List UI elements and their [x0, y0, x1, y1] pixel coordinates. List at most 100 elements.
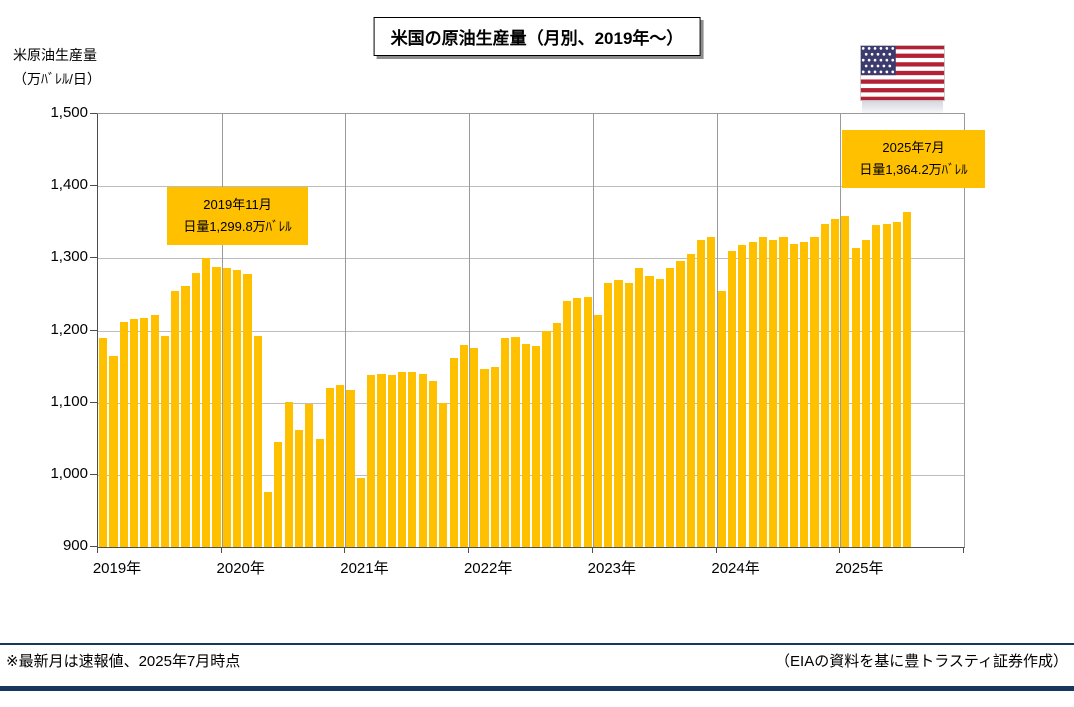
flag-reflection [862, 101, 943, 116]
bar [666, 268, 675, 547]
x-tick-mark [839, 548, 841, 553]
bar [707, 236, 716, 547]
x-tick-label: 2019年 [92, 560, 142, 577]
bar [593, 315, 603, 547]
bar [562, 300, 572, 547]
bar [459, 344, 469, 547]
footnote-right: （EIAの資料を基に豊トラスティ証券作成） [775, 653, 1068, 670]
bar [367, 375, 376, 547]
bar [645, 275, 654, 547]
bar [511, 337, 520, 547]
bar [129, 318, 139, 547]
x-tick-mark [963, 548, 964, 553]
y-axis-title-line2: （万ﾊﾞﾚﾙ/日） [13, 70, 101, 87]
bar [583, 296, 592, 547]
plot-area [97, 113, 965, 548]
bar [284, 401, 293, 547]
bar [717, 290, 726, 547]
y-axis-title: 米原油生産量 （万ﾊﾞﾚﾙ/日） [13, 44, 101, 92]
footnote-left: ※最新月は速報値、2025年7月時点 [6, 653, 241, 670]
y-tick-label: 1,400 [50, 176, 88, 194]
bar [263, 492, 273, 547]
bar [696, 239, 706, 547]
bar [490, 367, 499, 547]
bar [222, 268, 231, 547]
x-tick-label: 2020年 [216, 560, 265, 577]
bar [789, 243, 798, 547]
bar [294, 430, 304, 547]
us-flag-icon [860, 45, 945, 101]
y-tick-label: 1,300 [50, 248, 88, 266]
bar [501, 337, 510, 547]
y-tick-label: 900 [62, 537, 88, 554]
v-gridline [221, 114, 223, 547]
bar [191, 272, 200, 547]
y-tick-label: 1,500 [50, 104, 88, 121]
x-tick-label: 2023年 [587, 560, 637, 577]
bar [428, 381, 438, 547]
bar [377, 373, 386, 547]
bar [892, 222, 902, 547]
v-gridline [592, 114, 594, 547]
bar [449, 357, 458, 547]
bar [439, 402, 448, 547]
bar [212, 267, 221, 547]
v-gridline [840, 114, 842, 547]
x-tick-label: 2022年 [463, 560, 513, 577]
bar [769, 240, 778, 547]
bar [851, 247, 860, 547]
bar [470, 347, 479, 547]
x-tick-label: 2021年 [340, 560, 389, 577]
h-gridline [98, 258, 964, 260]
callout-2019-11-date: 2019年11月 [203, 197, 272, 212]
x-tick-mark [591, 548, 593, 553]
callout-2025-07: 2025年7月 日量1,364.2万ﾊﾞﾚﾙ [842, 130, 985, 189]
x-tick-mark [468, 548, 470, 553]
bar [810, 236, 819, 547]
bar [800, 242, 809, 547]
h-gridline [98, 330, 964, 332]
chart-title: 米国の原油生産量（月別、2019年～） [390, 29, 684, 48]
bar [542, 330, 551, 547]
bar [573, 298, 582, 547]
bar [305, 404, 314, 547]
x-tick-mark [220, 548, 222, 553]
bar [346, 390, 355, 547]
bar [758, 237, 767, 547]
y-tick-mark [90, 546, 97, 547]
bar [635, 268, 644, 547]
footer-rule-thin [0, 643, 1074, 645]
bar [274, 441, 283, 547]
x-tick-label: 2024年 [711, 560, 760, 577]
bar [727, 251, 737, 547]
v-gridline [345, 114, 347, 547]
v-gridline [716, 114, 718, 547]
bar [253, 335, 262, 547]
bar [604, 282, 613, 547]
bar [872, 225, 881, 547]
bar [841, 216, 850, 547]
bar [748, 242, 757, 547]
bar [387, 374, 396, 547]
y-axis-title-line1: 米原油生産量 [13, 47, 97, 63]
bar [882, 224, 891, 547]
bar [99, 337, 108, 547]
bar [109, 355, 118, 547]
y-tick-label: 1,000 [50, 464, 88, 482]
y-tick-mark [90, 473, 97, 475]
y-tick-mark [90, 185, 97, 187]
callout-2019-11: 2019年11月 日量1,299.8万ﾊﾞﾚﾙ [167, 187, 308, 246]
bar [820, 224, 829, 547]
y-tick-mark [90, 401, 97, 403]
bar [738, 245, 747, 547]
bar [552, 322, 561, 547]
bar [532, 346, 541, 547]
callout-2025-07-date: 2025年7月 [882, 140, 945, 155]
bar [624, 282, 633, 547]
bar [243, 273, 252, 547]
bar [397, 372, 407, 547]
v-gridline [469, 114, 471, 547]
bar [655, 279, 664, 547]
callout-2025-07-value: 日量1,364.2万ﾊﾞﾚﾙ [859, 162, 968, 178]
